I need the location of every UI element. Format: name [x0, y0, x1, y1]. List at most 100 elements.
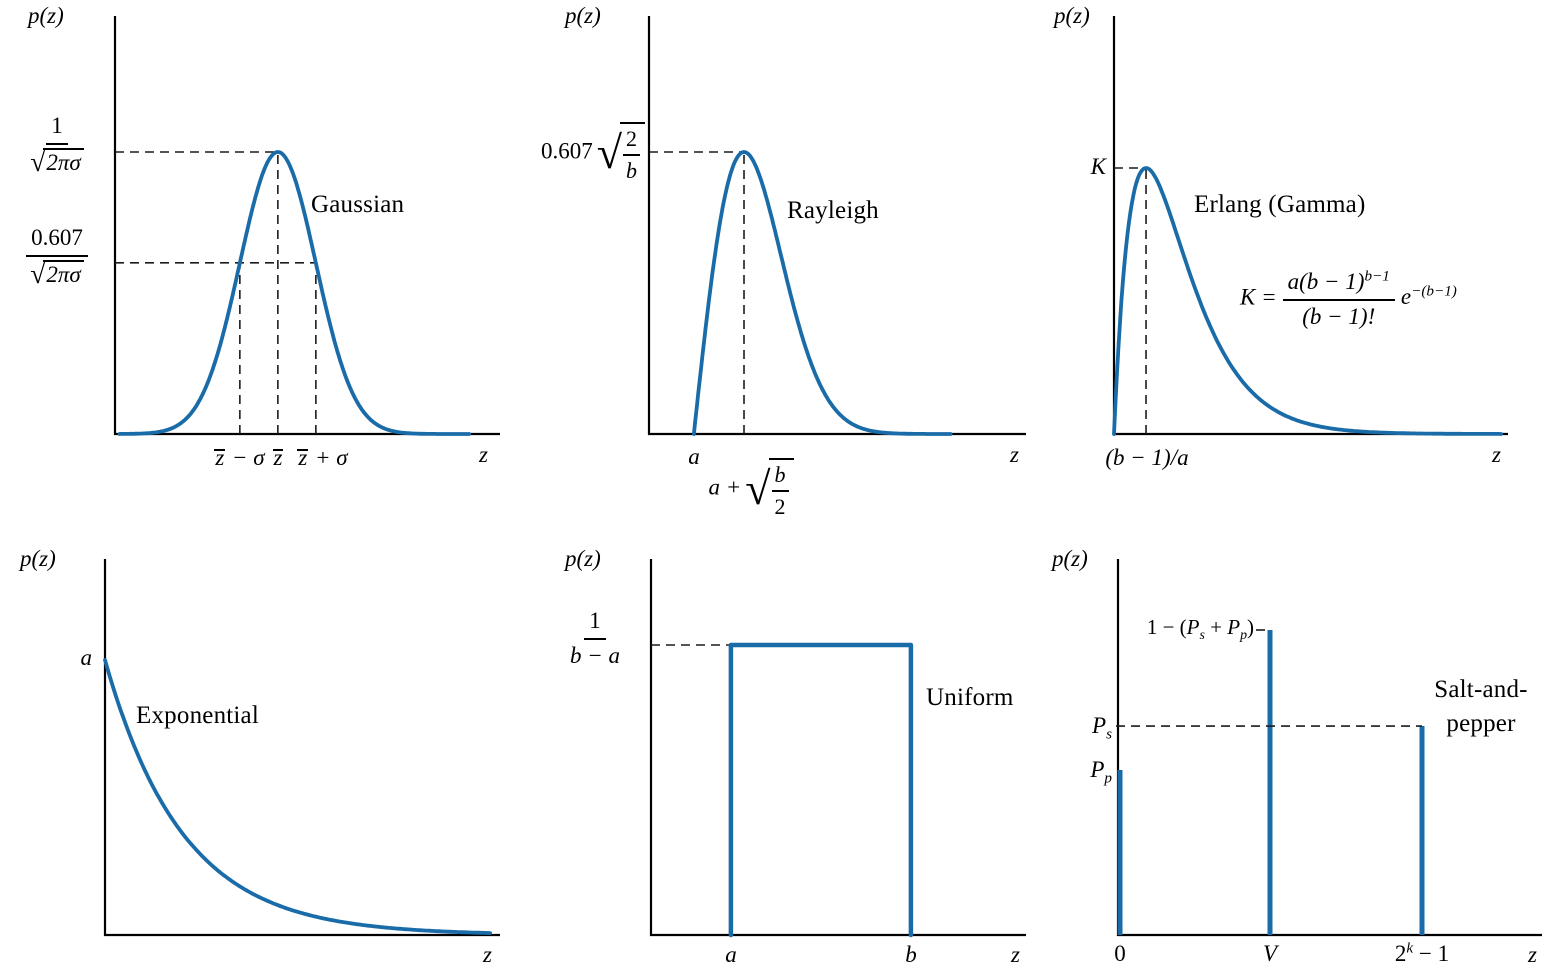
- erlang-equation: K = a(b − 1)b−1 (b − 1)! e−(b−1): [1240, 268, 1457, 330]
- y-axis-label: p(z): [1052, 546, 1088, 571]
- fraction: 1 b − a: [570, 607, 620, 669]
- x-axis-label: z: [483, 942, 492, 967]
- text: − 1: [1413, 941, 1450, 966]
- salt-and-pepper-title: Salt-and-pepper: [1434, 676, 1528, 737]
- exponent: b−1: [1364, 267, 1390, 285]
- exponential-curve: [103, 658, 492, 935]
- tick-text: + σ: [309, 445, 348, 470]
- root: √ 2 b: [597, 122, 645, 185]
- fraction: a(b − 1)b−1 (b − 1)!: [1282, 267, 1395, 330]
- exponential-plot: [103, 559, 500, 937]
- erlang-curve: [1112, 166, 1503, 436]
- tick-v: V: [1262, 941, 1278, 966]
- panel-uniform: p(z) z 1 b − a Uniform a b: [521, 545, 1042, 969]
- y-axis-label: p(z): [1054, 3, 1090, 28]
- P-symbol: P: [1227, 615, 1241, 639]
- subscript: p: [1240, 627, 1247, 643]
- tick-2k-minus-1: 2k − 1: [1382, 940, 1462, 968]
- e-base: e: [1400, 284, 1412, 310]
- pp-label: Pp: [1072, 756, 1112, 787]
- fraction: 1 √2πσ: [30, 112, 84, 176]
- uniform-plot: [649, 559, 1026, 938]
- tick-zbar-plus-sigma: z + σ: [279, 444, 365, 472]
- tick-a: a: [688, 444, 700, 469]
- radicand: 2πσ: [43, 147, 84, 175]
- text: ): [1247, 615, 1254, 639]
- fraction-denominator: (b − 1)!: [1302, 303, 1376, 329]
- sqrt-icon: √: [30, 257, 46, 289]
- rayleigh-plot: [647, 16, 1026, 436]
- exponent: −(b−1): [1411, 282, 1457, 300]
- panel-exponential: p(z) z a Exponential: [0, 545, 521, 969]
- P-symbol: P: [1090, 757, 1105, 782]
- tick-b: b: [905, 942, 917, 967]
- fraction-numerator: a(b − 1): [1287, 269, 1365, 294]
- equation-lhs: K =: [1240, 284, 1277, 310]
- tick-0: 0: [1114, 941, 1126, 966]
- impulse-v-value-label: 1 − (Ps + Pp): [1112, 615, 1254, 643]
- coefficient: 0.607: [541, 138, 593, 164]
- gaussian-title: Gaussian: [311, 191, 405, 218]
- y-axis-label: p(z): [565, 3, 601, 28]
- root: √ b 2: [745, 458, 794, 521]
- base: 2: [1394, 941, 1407, 966]
- sqrt-icon: √: [745, 462, 771, 514]
- fraction-numerator: b: [771, 462, 789, 493]
- fraction-denominator: b − a: [569, 642, 621, 668]
- gaussian-peak-value-label: 1 √2πσ: [6, 112, 108, 176]
- rayleigh-peak-value-label: 0.607 √ 2 b: [521, 122, 645, 185]
- subscript: s: [1106, 725, 1112, 743]
- z-bar: z: [272, 445, 284, 470]
- y-axis-label: p(z): [28, 3, 64, 28]
- rayleigh-curve: [692, 150, 953, 436]
- panel-erlang: p(z) z K Erlang (Gamma) K = a(b − 1)b−1 (b…: [1042, 0, 1563, 535]
- rayleigh-title: Rayleigh: [787, 197, 879, 224]
- z-bar: z: [214, 445, 226, 470]
- x-axis-label: z: [1528, 942, 1537, 967]
- salt-and-pepper-plot: [1116, 559, 1542, 937]
- y-axis-label: p(z): [565, 546, 601, 571]
- fraction-numerator: 1: [46, 112, 68, 145]
- P-symbol: P: [1186, 615, 1200, 639]
- rayleigh-peak-position-label: a + √ b 2: [669, 458, 833, 521]
- sqrt-icon: √: [596, 126, 622, 178]
- fraction-denominator: 2: [774, 494, 786, 520]
- sqrt-icon: √: [30, 145, 46, 177]
- panel-gaussian: p(z) z 1 √2πσ 0.607 √2πσ Gaussian z − σ …: [0, 0, 521, 535]
- text: 1 − (: [1146, 615, 1187, 639]
- erlang-plot: [1112, 16, 1508, 436]
- panel-rayleigh: p(z) z 0.607 √ 2 b Rayleigh a a + √ b 2: [521, 0, 1042, 535]
- tick-zbar: z: [264, 444, 292, 472]
- fraction-numerator: 2: [623, 126, 640, 157]
- gaussian-plot: [113, 16, 500, 436]
- fraction-numerator: 1: [584, 607, 606, 640]
- uniform-curve: [728, 642, 914, 938]
- prefix: a +: [708, 474, 742, 500]
- intercept-label: a: [80, 645, 93, 670]
- x-axis-label: z: [1011, 942, 1020, 967]
- P-symbol: P: [1092, 713, 1107, 738]
- z-bar: z: [297, 445, 309, 470]
- fraction-numerator: 0.607: [26, 224, 88, 257]
- uniform-height-label: 1 b − a: [549, 607, 641, 669]
- tick-zbar-minus-sigma: z − σ: [196, 444, 282, 472]
- uniform-title: Uniform: [926, 684, 1014, 711]
- erlang-peak-value-label: K: [1090, 154, 1106, 179]
- panel-salt-and-pepper: p(z) z 1 − (Ps + Pp) Ps Pp Salt-and-pepp…: [1042, 545, 1563, 969]
- subscript: p: [1104, 769, 1112, 787]
- fraction-denominator: b: [626, 158, 637, 184]
- x-axis-label: z: [479, 442, 488, 467]
- tick-a: a: [725, 942, 737, 967]
- radicand: 2πσ: [43, 259, 84, 287]
- x-axis-label: z: [1492, 442, 1501, 467]
- subscript: s: [1199, 627, 1205, 643]
- gaussian-sigma-value-label: 0.607 √2πσ: [6, 224, 108, 288]
- exp-tail: e−(b−1): [1400, 282, 1457, 310]
- fraction: 0.607 √2πσ: [26, 224, 88, 288]
- tick-mode: (b − 1)/a: [1105, 445, 1189, 470]
- exponential-title: Exponential: [136, 702, 260, 729]
- ps-label: Ps: [1072, 712, 1112, 743]
- x-axis-label: z: [1010, 442, 1019, 467]
